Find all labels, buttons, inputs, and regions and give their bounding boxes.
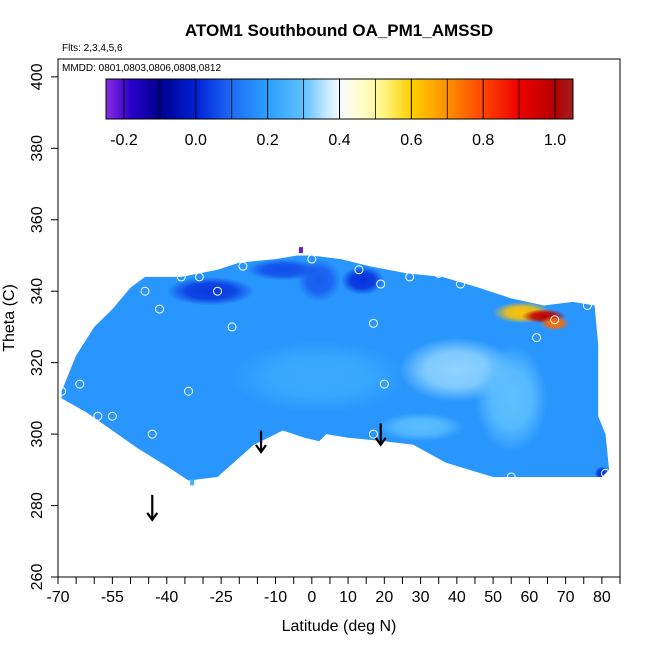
colorbar-tick-label: 0.2 [257, 132, 279, 149]
colorbar-tick-label: 0.8 [472, 132, 494, 149]
x-tick-label: 70 [557, 589, 575, 606]
x-tick-label: -10 [264, 589, 287, 606]
y-tick-label: 280 [29, 492, 46, 519]
colorbar: -0.2 0.0 0.2 0.4 0.6 0.8 1.0 [105, 78, 574, 149]
chart-title: ATOM1 Southbound OA_PM1_AMSSD [185, 21, 493, 40]
sample-point [184, 386, 194, 396]
sample-point [227, 322, 237, 332]
sample-point [155, 304, 165, 314]
y-tick-label: 400 [29, 63, 46, 90]
field-feature [474, 344, 548, 452]
field-feature [377, 412, 465, 442]
sample-point [176, 272, 186, 282]
sample-points [57, 254, 610, 482]
sample-point [376, 279, 386, 289]
x-axis-label: Latitude (deg N) [282, 618, 397, 635]
sample-point [107, 411, 117, 421]
x-tick-label: 60 [520, 589, 538, 606]
sample-point [93, 411, 103, 421]
down-arrow [146, 494, 159, 522]
x-tick-label: -40 [155, 589, 178, 606]
y-tick-label: 300 [29, 421, 46, 448]
sample-point [582, 300, 592, 310]
x-tick-label: 30 [412, 589, 430, 606]
sample-point [140, 286, 150, 296]
y-tick-label: 380 [29, 135, 46, 162]
y-tick-label: 340 [29, 278, 46, 305]
x-tick-label: 0 [307, 589, 316, 606]
x-tick-label: 20 [375, 589, 393, 606]
sample-point [506, 472, 516, 482]
sample-point [354, 265, 364, 275]
x-tick-label: -55 [101, 589, 124, 606]
descent-arrows [146, 423, 387, 522]
x-axis: -70 -55 -40 -25 -10 0 10 20 30 40 50 60 70 80 [46, 576, 621, 606]
down-arrow [374, 423, 387, 447]
sample-point [75, 379, 85, 389]
sample-point [368, 429, 378, 439]
dates-label: MMDD: 0801,0803,0806,0808,0812 [62, 63, 221, 74]
sample-point [194, 272, 204, 282]
colorbar-tick-label: 0.0 [185, 132, 207, 149]
colorbar-tick-label: -0.2 [110, 132, 138, 149]
down-arrow [255, 430, 267, 454]
y-tick-label: 320 [29, 349, 46, 376]
x-tick-label: -70 [46, 589, 69, 606]
field-feature [340, 266, 385, 295]
colorbar-tick-label: 0.6 [400, 132, 422, 149]
sample-point [434, 268, 444, 278]
sample-point [147, 429, 157, 439]
sample-point [550, 315, 560, 325]
y-axis-label: Theta (C) [1, 284, 18, 352]
sample-point [532, 333, 542, 343]
field-patch [298, 247, 303, 254]
sample-point [379, 379, 389, 389]
y-tick-label: 360 [29, 206, 46, 233]
x-tick-label: 80 [593, 589, 611, 606]
sample-point [238, 261, 248, 271]
flights-label: Flts: 2,3,4,5,6 [62, 43, 123, 54]
sample-point [368, 318, 378, 328]
field-feature [232, 341, 407, 413]
x-tick-label: 50 [484, 589, 502, 606]
sample-point [600, 468, 610, 478]
sample-point [307, 254, 317, 264]
colorbar-tick-label: 1.0 [544, 132, 566, 149]
colorbar-tick-label: 0.4 [328, 132, 350, 149]
field-feature [166, 276, 254, 306]
field-feature [246, 259, 320, 281]
x-tick-label: -25 [210, 589, 233, 606]
sample-point [405, 272, 415, 282]
y-tick-label: 260 [29, 564, 46, 591]
x-tick-label: 40 [448, 589, 466, 606]
sample-point [213, 286, 223, 296]
field-patch [190, 479, 195, 486]
y-axis: 260 280 300 320 340 360 380 400 [29, 63, 58, 590]
sample-point [455, 279, 465, 289]
x-tick-label: 10 [339, 589, 357, 606]
